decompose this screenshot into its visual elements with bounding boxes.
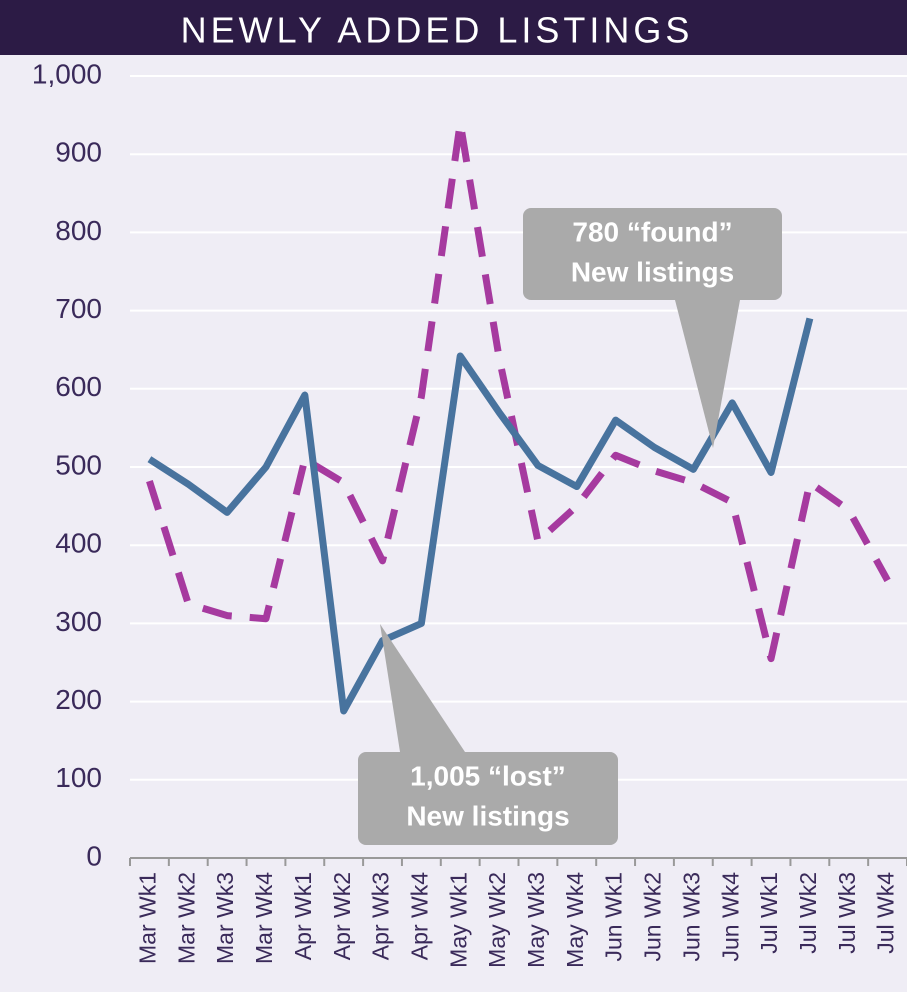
y-tick-label: 500 — [55, 449, 102, 480]
y-tick-label: 0 — [86, 840, 102, 871]
y-tick-label: 900 — [55, 137, 102, 168]
y-tick-label: 800 — [55, 215, 102, 246]
callout-box — [523, 208, 782, 300]
x-tick-label: May Wk3 — [523, 872, 549, 968]
x-tick-label: Jun Wk2 — [640, 872, 666, 961]
y-tick-label: 300 — [55, 606, 102, 637]
x-tick-label: Apr Wk4 — [406, 872, 432, 960]
x-tick-label: Jul Wk2 — [795, 872, 821, 954]
y-tick-label: 400 — [55, 528, 102, 559]
callout-box — [358, 752, 618, 845]
x-tick-label: Apr Wk2 — [329, 872, 355, 960]
annotation: 780 “found” — [572, 216, 732, 247]
annotation: New listings — [406, 800, 569, 831]
x-tick-label: May Wk2 — [484, 872, 510, 968]
y-tick-label: 600 — [55, 371, 102, 402]
y-tick-label: 700 — [55, 293, 102, 324]
annotation: 1,005 “lost” — [410, 760, 566, 791]
series-line — [146, 119, 891, 663]
y-tick-label: 200 — [55, 684, 102, 715]
x-tick-label: Apr Wk1 — [290, 872, 316, 960]
y-tick-label: 100 — [55, 762, 102, 793]
x-tick-label: Jul Wk1 — [756, 872, 782, 954]
x-tick-label: Jun Wk4 — [717, 872, 743, 962]
y-tick-label: 1,000 — [32, 58, 102, 89]
title-bar — [0, 0, 907, 55]
x-tick-label: Mar Wk2 — [173, 872, 199, 964]
x-tick-label: Jun Wk1 — [601, 872, 627, 961]
x-tick-label: Jun Wk3 — [678, 872, 704, 961]
x-tick-label: Jul Wk3 — [834, 872, 860, 954]
x-tick-label: Mar Wk4 — [251, 872, 277, 964]
x-tick-label: Mar Wk3 — [212, 872, 238, 964]
callout-pointer — [675, 300, 740, 448]
x-tick-label: May Wk4 — [562, 872, 588, 968]
series-line — [147, 317, 814, 715]
x-tick-label: May Wk1 — [445, 872, 471, 968]
x-tick-label: Mar Wk1 — [135, 872, 161, 964]
chart-title: NEWLY ADDED LISTINGS — [181, 10, 694, 51]
x-tick-label: Jul Wk4 — [873, 872, 899, 954]
annotation: New listings — [571, 256, 734, 287]
callout-pointer — [380, 624, 465, 752]
x-tick-label: Apr Wk3 — [368, 872, 394, 960]
